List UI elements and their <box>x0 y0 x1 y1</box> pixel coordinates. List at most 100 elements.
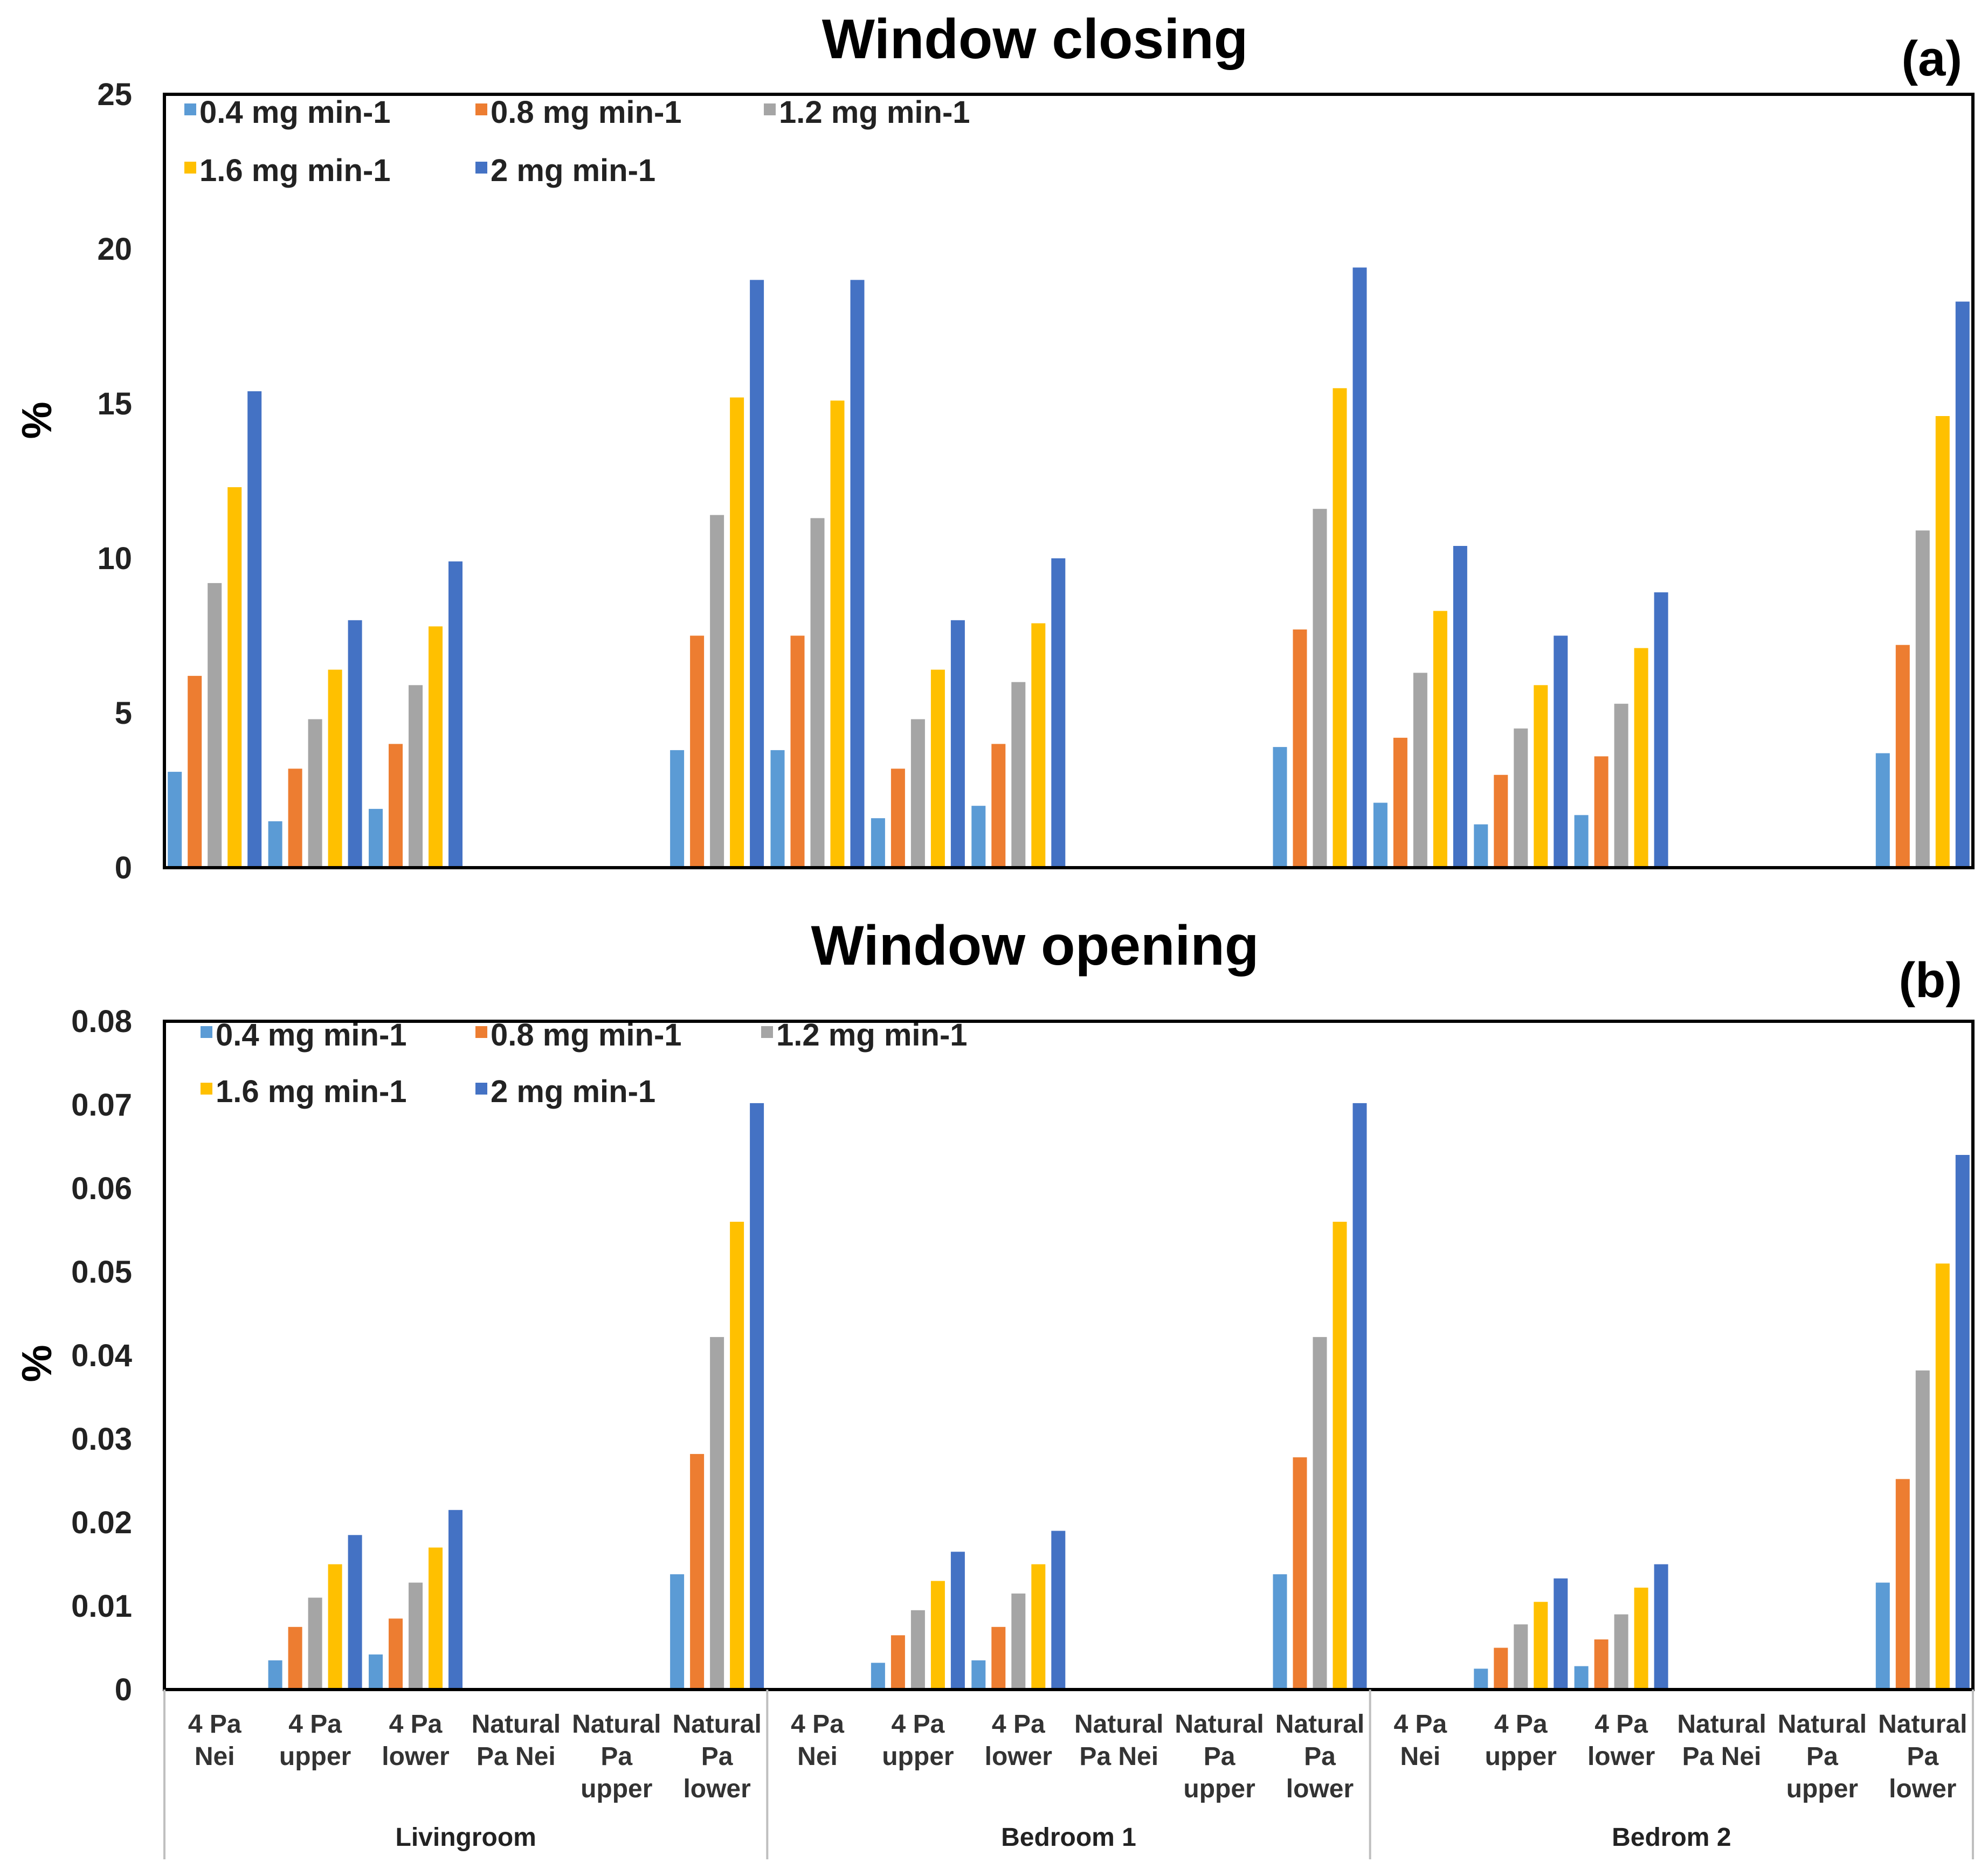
chart-a-legend-entry: 2 mg min-1 <box>491 153 655 188</box>
chart-a-legend-swatch <box>764 103 776 115</box>
chart-a-bar <box>288 769 302 868</box>
chart-b-group-label: Livingroom <box>396 1823 536 1852</box>
chart-b-bar <box>1554 1578 1568 1690</box>
chart-b-bar <box>710 1337 724 1690</box>
chart-b-bar <box>1293 1457 1307 1690</box>
chart-a-plot-frame <box>163 93 1975 869</box>
chart-b-y-tick-label: 0.05 <box>71 1255 132 1290</box>
chart-b-category-label: Natural Pa upper <box>1175 1710 1264 1803</box>
chart-a-bar <box>1654 592 1668 868</box>
chart-a-bar <box>247 391 262 868</box>
chart-b-bar <box>1273 1574 1287 1690</box>
chart-b-y-tick-label: 0.01 <box>71 1589 132 1624</box>
chart-b-bar <box>448 1510 463 1690</box>
chart-b-bar <box>389 1618 403 1690</box>
chart-b-bar <box>670 1574 685 1690</box>
chart-b-bar <box>328 1564 342 1690</box>
panel-a: Window closing (a) % 0 5 10 15 20 25 0.4 mg m… <box>13 8 1975 885</box>
chart-b-bar <box>1574 1666 1589 1690</box>
chart-a-bar <box>429 626 443 868</box>
chart-a-bar <box>1031 623 1046 868</box>
chart-b-y-axis-label: % <box>13 1345 60 1382</box>
chart-a-legend-swatch <box>475 103 487 115</box>
chart-b-bar <box>930 1581 945 1690</box>
chart-a-bar <box>1875 753 1890 868</box>
chart-a-bar <box>1352 267 1367 868</box>
chart-a-legend-swatch <box>184 162 196 174</box>
chart-b-bar <box>1514 1624 1528 1690</box>
chart-a-bar <box>1333 388 1347 868</box>
chart-a-bar <box>930 669 945 868</box>
chart-a-bar <box>1534 685 1548 868</box>
chart-b-bar <box>288 1626 302 1690</box>
chart-b-bar <box>1935 1263 1950 1690</box>
chart-a-bar <box>1313 509 1327 868</box>
chart-a-y-tick-label: 15 <box>97 386 132 421</box>
chart-a-bar <box>1955 301 1970 868</box>
chart-a-bar <box>1413 673 1427 868</box>
chart-b-bar <box>1011 1593 1026 1690</box>
chart-b-bar <box>1614 1614 1628 1690</box>
chart-a-bar <box>971 806 986 868</box>
chart-b-bar <box>1313 1337 1327 1690</box>
chart-a-bar <box>308 719 322 868</box>
chart-b-y-tick-label: 0.08 <box>71 1004 132 1039</box>
chart-b-bar <box>1352 1103 1367 1690</box>
chart-a-bar <box>369 808 383 868</box>
chart-b-bar <box>950 1552 965 1690</box>
chart-a-bar <box>1935 416 1950 868</box>
chart-a-bar <box>328 669 342 868</box>
chart-a-title: Window closing <box>822 8 1248 71</box>
chart-a-bar <box>690 635 705 868</box>
chart-a-bar <box>710 515 724 868</box>
chart-b-category-label: Natural Pa upper <box>1778 1710 1867 1803</box>
chart-b-legend-swatch <box>201 1026 212 1038</box>
chart-b-bar <box>971 1660 986 1690</box>
chart-a-bar <box>1594 756 1609 868</box>
chart-b-bar <box>1534 1602 1548 1690</box>
chart-b-bar <box>1875 1582 1890 1690</box>
chart-a-bar <box>910 719 925 868</box>
chart-a-legend-entry: 0.4 mg min-1 <box>199 95 391 130</box>
chart-b-bar <box>891 1635 905 1690</box>
chart-a-bar <box>1273 747 1287 868</box>
chart-b-category-label: Natural Pa lower <box>1878 1710 1967 1803</box>
chart-b-category-label: Natural Pa Nei <box>1677 1710 1766 1771</box>
chart-a-bar <box>1433 611 1447 868</box>
chart-a-bar <box>1453 546 1467 868</box>
chart-a-legend-entry: 0.8 mg min-1 <box>491 95 682 130</box>
chart-a-bar <box>1393 737 1407 868</box>
chart-b-group-label: Bedrom 2 <box>1612 1823 1731 1852</box>
chart-a-bar <box>268 821 282 868</box>
chart-a-y-tick-label: 20 <box>97 232 132 267</box>
chart-a-bar <box>1011 682 1026 868</box>
chart-b-legend-swatch <box>201 1083 212 1095</box>
chart-a-bar <box>1293 629 1307 868</box>
chart-b-group-label: Bedroom 1 <box>1001 1823 1136 1852</box>
chart-b-category-label: 4 Pa lower <box>382 1710 449 1771</box>
panel-b: Window opening (b) % 0 0.01 0.02 0.03 0.04 0.… <box>13 915 1975 1859</box>
chart-b-legend-swatch <box>475 1083 487 1095</box>
chart-b-bar <box>1634 1587 1648 1690</box>
chart-a-y-tick-label: 5 <box>115 696 132 731</box>
chart-a-bar <box>850 280 865 868</box>
chart-b-panel-label: (b) <box>1899 953 1962 1008</box>
chart-a-bar <box>1051 558 1066 868</box>
chart-a-bar <box>1614 703 1628 868</box>
chart-b-bar <box>1494 1648 1508 1690</box>
chart-a-bar <box>730 397 744 868</box>
chart-a-bar <box>991 744 1006 868</box>
chart-b-bar <box>1031 1564 1046 1690</box>
chart-b-category-label: Natural Pa upper <box>572 1710 661 1803</box>
chart-b-bar <box>348 1535 362 1690</box>
chart-b-bar <box>429 1547 443 1690</box>
chart-b-category-label: 4 Pa upper <box>279 1710 351 1771</box>
chart-b-legend-entry: 2 mg min-1 <box>491 1074 655 1109</box>
chart-a-bar <box>830 400 845 868</box>
chart-b-legend-entry: 1.6 mg min-1 <box>216 1074 407 1109</box>
chart-a-bar <box>1574 815 1589 868</box>
chart-b-legend-entry: 0.8 mg min-1 <box>491 1017 682 1053</box>
chart-a-legend-entry: 1.2 mg min-1 <box>779 95 970 130</box>
chart-b-y-tick-label: 0.06 <box>71 1171 132 1206</box>
chart-a-bar <box>188 676 202 868</box>
